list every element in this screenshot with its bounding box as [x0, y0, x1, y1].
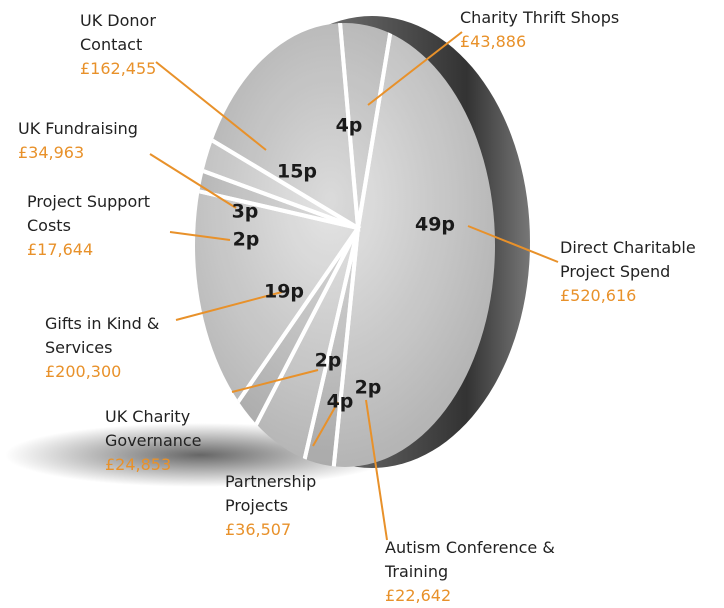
- segment-label: Partnership Projects£36,507: [225, 470, 345, 542]
- segment-name: Gifts in Kind & Services: [45, 312, 185, 360]
- segment-amount: £22,642: [385, 584, 555, 608]
- segment-amount: £520,616: [560, 284, 724, 308]
- segment-label: Gifts in Kind & Services£200,300: [45, 312, 185, 384]
- segment-label: Direct Charitable Project Spend£520,616: [560, 236, 724, 308]
- segment-label: Project Support Costs£17,644: [27, 190, 167, 262]
- segment-amount: £36,507: [225, 518, 345, 542]
- segment-amount: £17,644: [27, 238, 167, 262]
- segment-name: Direct Charitable Project Spend: [560, 236, 724, 284]
- segment-name: UK Donor Contact: [80, 9, 185, 57]
- segment-label: UK Fundraising£34,963: [18, 117, 168, 165]
- pence-label: 4p: [327, 391, 354, 413]
- segment-name: Charity Thrift Shops: [460, 6, 640, 30]
- pence-label: 3p: [232, 201, 259, 223]
- pence-label: 4p: [336, 115, 363, 137]
- segment-name: UK Charity Governance: [105, 405, 235, 453]
- segment-name: Autism Conference & Training: [385, 536, 555, 584]
- segment-label: Charity Thrift Shops£43,886: [460, 6, 640, 54]
- segment-amount: £34,963: [18, 141, 168, 165]
- segment-label: UK Charity Governance£24,853: [105, 405, 235, 477]
- segment-amount: £43,886: [460, 30, 640, 54]
- segment-name: Partnership Projects: [225, 470, 345, 518]
- segment-amount: £24,853: [105, 453, 235, 477]
- segment-label: UK Donor Contact£162,455: [80, 9, 185, 81]
- pence-label: 2p: [315, 350, 342, 372]
- pence-label: 15p: [277, 161, 317, 183]
- pence-label: 2p: [355, 377, 382, 399]
- segment-amount: £200,300: [45, 360, 185, 384]
- pence-label: 19p: [264, 281, 304, 303]
- pence-label: 2p: [233, 229, 260, 251]
- segment-amount: £162,455: [80, 57, 185, 81]
- segment-label: Autism Conference & Training£22,642: [385, 536, 555, 608]
- segment-name: Project Support Costs: [27, 190, 167, 238]
- segment-name: UK Fundraising: [18, 117, 168, 141]
- pence-label: 49p: [415, 214, 455, 236]
